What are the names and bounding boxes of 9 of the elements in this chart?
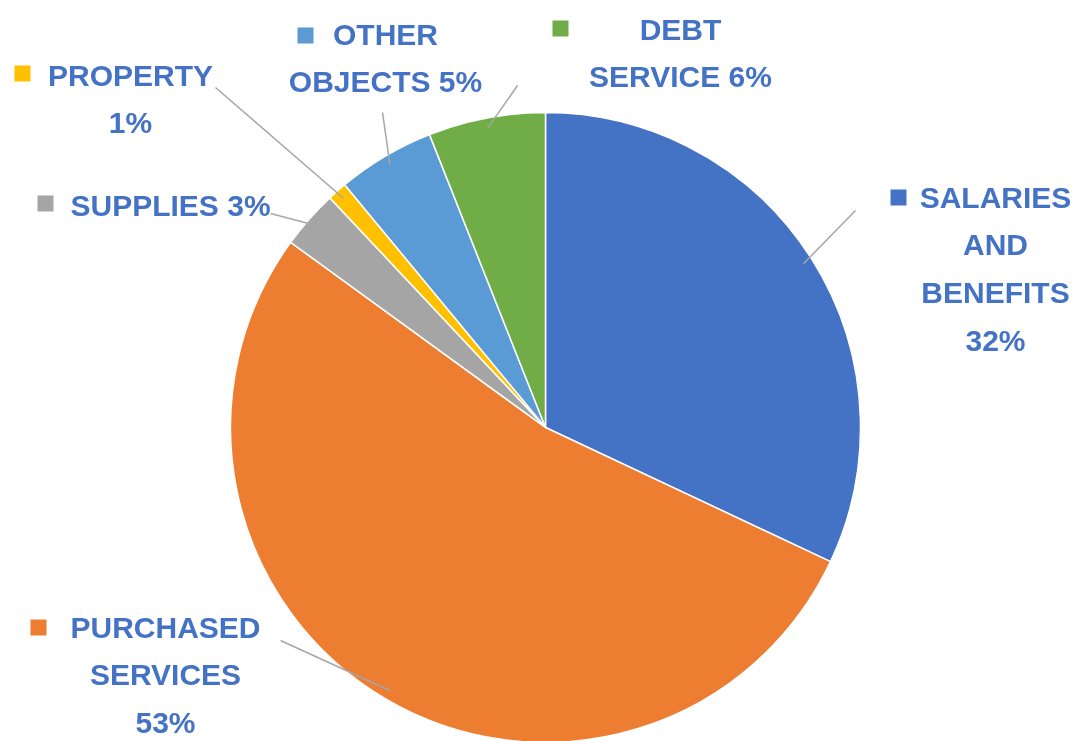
- legend-label: SALARIES AND BENEFITS: [919, 180, 1072, 310]
- legend-label: SUPPLIES 3%: [70, 188, 271, 222]
- legend-label: DEBT SERVICE 6%: [589, 12, 772, 94]
- data-label: 1%: [108, 106, 153, 140]
- legend-label: PURCHASED SERVICES: [70, 610, 261, 692]
- legend-label: PROPERTY: [47, 58, 214, 92]
- data-label: 53%: [135, 706, 196, 740]
- data-label: 32%: [965, 324, 1026, 358]
- legend-label: OTHER OBJECTS 5%: [288, 17, 483, 99]
